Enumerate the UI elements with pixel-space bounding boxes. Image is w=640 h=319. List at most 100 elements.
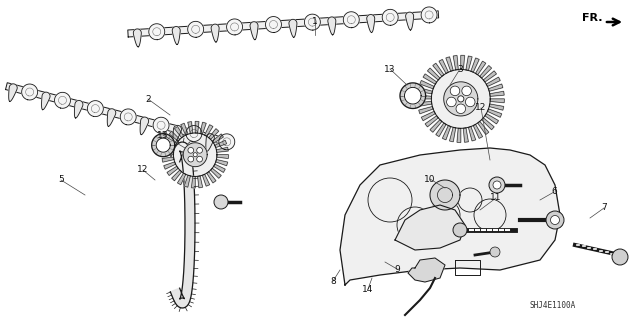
Polygon shape <box>153 117 169 133</box>
Polygon shape <box>433 63 444 76</box>
Polygon shape <box>488 109 502 117</box>
Polygon shape <box>468 127 476 141</box>
Polygon shape <box>42 92 50 110</box>
Text: 3: 3 <box>457 64 463 73</box>
Polygon shape <box>406 12 413 30</box>
Polygon shape <box>421 111 435 121</box>
Polygon shape <box>457 128 461 142</box>
Polygon shape <box>173 133 217 176</box>
Polygon shape <box>207 172 216 183</box>
Polygon shape <box>417 95 431 99</box>
Text: 8: 8 <box>330 277 336 286</box>
Polygon shape <box>227 19 243 35</box>
Text: SHJ4E1100A: SHJ4E1100A <box>530 300 576 309</box>
Polygon shape <box>490 99 504 103</box>
Polygon shape <box>420 80 434 89</box>
Polygon shape <box>477 122 489 135</box>
Text: 7: 7 <box>601 204 607 212</box>
Circle shape <box>458 96 464 102</box>
Polygon shape <box>442 126 451 140</box>
Polygon shape <box>466 56 472 70</box>
Circle shape <box>489 177 505 193</box>
Polygon shape <box>489 104 504 110</box>
Polygon shape <box>425 116 438 127</box>
Polygon shape <box>463 128 468 142</box>
Polygon shape <box>423 74 436 84</box>
Polygon shape <box>482 118 494 130</box>
Circle shape <box>196 147 202 153</box>
Polygon shape <box>417 101 432 107</box>
Text: 6: 6 <box>551 188 557 197</box>
Polygon shape <box>180 123 188 135</box>
Polygon shape <box>421 7 437 23</box>
Polygon shape <box>74 100 83 118</box>
Circle shape <box>447 97 456 107</box>
Polygon shape <box>436 123 446 137</box>
Polygon shape <box>165 137 177 145</box>
Polygon shape <box>428 68 440 80</box>
Polygon shape <box>382 9 398 25</box>
Text: 14: 14 <box>362 285 374 293</box>
Polygon shape <box>217 155 228 159</box>
Polygon shape <box>169 131 180 141</box>
Polygon shape <box>9 84 17 101</box>
Polygon shape <box>175 127 184 138</box>
Polygon shape <box>54 92 70 108</box>
Polygon shape <box>431 70 490 128</box>
Polygon shape <box>471 58 479 72</box>
Polygon shape <box>340 148 560 285</box>
Polygon shape <box>6 83 234 147</box>
Polygon shape <box>216 160 228 166</box>
Polygon shape <box>419 107 433 114</box>
Polygon shape <box>483 71 497 82</box>
Polygon shape <box>215 140 227 147</box>
Polygon shape <box>400 83 426 108</box>
Polygon shape <box>289 19 297 37</box>
Polygon shape <box>209 129 219 139</box>
Polygon shape <box>205 125 213 136</box>
Polygon shape <box>162 157 174 162</box>
Polygon shape <box>120 109 136 125</box>
Polygon shape <box>152 134 175 157</box>
Polygon shape <box>395 205 465 250</box>
Circle shape <box>188 156 194 162</box>
Text: 5: 5 <box>58 175 64 184</box>
Circle shape <box>546 211 564 229</box>
Polygon shape <box>430 120 442 132</box>
Text: 2: 2 <box>145 94 151 103</box>
Circle shape <box>465 97 475 107</box>
Polygon shape <box>212 134 223 143</box>
Polygon shape <box>461 56 465 70</box>
Polygon shape <box>162 151 173 155</box>
Polygon shape <box>170 142 195 308</box>
Text: 13: 13 <box>384 64 396 73</box>
Polygon shape <box>404 87 421 104</box>
Polygon shape <box>214 164 225 173</box>
Polygon shape <box>439 59 449 73</box>
Circle shape <box>196 156 202 162</box>
Polygon shape <box>216 147 228 152</box>
Polygon shape <box>266 17 282 33</box>
Circle shape <box>612 249 628 265</box>
Polygon shape <box>128 11 438 37</box>
Polygon shape <box>167 166 178 175</box>
Polygon shape <box>206 134 214 151</box>
Polygon shape <box>163 144 175 150</box>
Circle shape <box>453 223 467 237</box>
Polygon shape <box>305 14 321 30</box>
Polygon shape <box>473 124 483 138</box>
Text: 10: 10 <box>424 174 436 183</box>
Polygon shape <box>476 61 486 75</box>
Polygon shape <box>328 17 336 35</box>
Circle shape <box>550 216 559 225</box>
Polygon shape <box>453 56 458 70</box>
Text: 1: 1 <box>312 18 318 26</box>
Polygon shape <box>250 22 258 40</box>
Circle shape <box>462 86 472 96</box>
Circle shape <box>214 195 228 209</box>
Polygon shape <box>173 125 182 143</box>
Polygon shape <box>184 175 190 187</box>
Polygon shape <box>156 138 170 152</box>
Polygon shape <box>133 29 141 47</box>
Polygon shape <box>418 88 433 94</box>
